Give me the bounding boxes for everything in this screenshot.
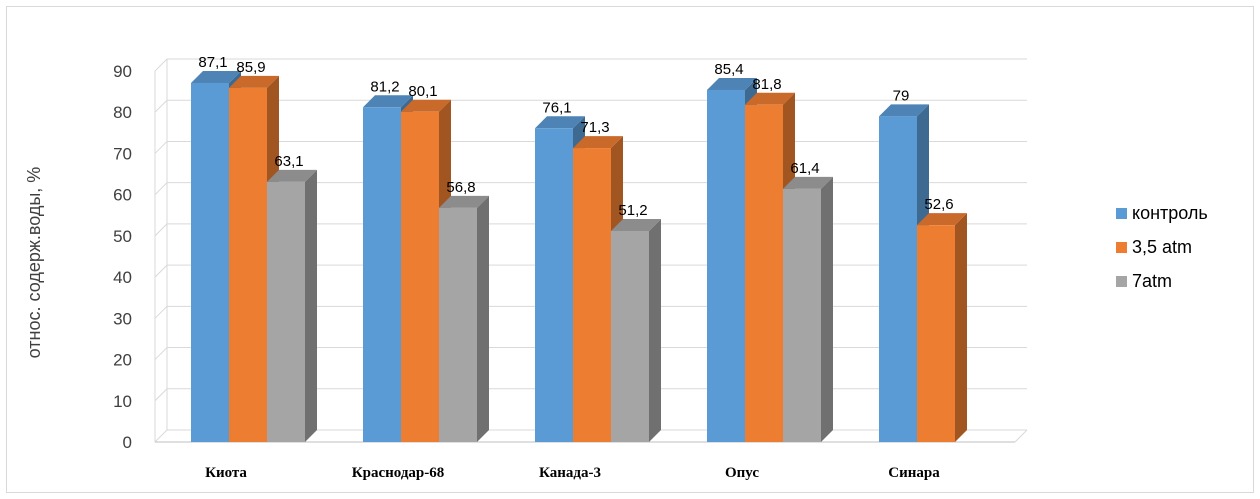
- legend-label: 3,5 atm: [1132, 236, 1193, 257]
- bar-front: [707, 89, 745, 442]
- gridline-depth: [154, 347, 168, 360]
- data-label: 87,1: [198, 54, 227, 71]
- data-label: 61,4: [790, 160, 819, 177]
- bar-front: [439, 207, 477, 442]
- bar: [439, 195, 489, 442]
- bar: [917, 213, 967, 442]
- y-axis-label: относ. содерж.воды, %: [24, 167, 44, 359]
- y-tick-label: 10: [113, 392, 132, 411]
- legend-swatch: [1116, 275, 1127, 287]
- bar-top: [363, 95, 413, 108]
- gridline-depth: [154, 182, 168, 196]
- y-tick-label: 70: [113, 144, 132, 163]
- bar-front: [611, 230, 649, 442]
- bar: [267, 169, 317, 443]
- bar-front: [745, 104, 783, 443]
- bar-top: [611, 218, 661, 231]
- bar-front: [535, 128, 573, 442]
- data-label: 85,4: [714, 61, 743, 78]
- legend-label: контроль: [1132, 202, 1208, 223]
- bar-front: [917, 225, 955, 442]
- y-tick-label: 0: [123, 433, 132, 452]
- bar-side: [649, 218, 661, 442]
- gridline-depth: [154, 99, 168, 113]
- data-label: 81,2: [370, 78, 399, 95]
- bar-side: [305, 169, 317, 443]
- data-label: 51,2: [618, 202, 647, 219]
- bar: [879, 104, 929, 442]
- gridline-depth: [154, 388, 168, 402]
- legend-swatch: [1116, 207, 1127, 219]
- bar-top: [707, 77, 757, 90]
- bar-front: [267, 181, 305, 443]
- data-label: 56,8: [446, 179, 475, 196]
- bar-front: [573, 148, 611, 442]
- x-tick-label: Синара: [888, 465, 940, 481]
- y-tick-label: 60: [113, 186, 132, 205]
- bar-front: [363, 107, 401, 442]
- legend-item: 7atm: [1116, 264, 1208, 298]
- legend: контроль 3,5 atm 7atm: [1116, 196, 1208, 298]
- bar-side: [955, 213, 967, 442]
- x-tick-label: Опус: [725, 465, 759, 481]
- data-label: 76,1: [542, 99, 571, 116]
- bar-top: [401, 99, 451, 112]
- data-label: 52,6: [924, 196, 953, 213]
- data-label: 81,8: [752, 76, 781, 93]
- bar: [783, 176, 833, 442]
- data-label: 63,1: [274, 153, 303, 170]
- gridline-depth: [154, 305, 168, 319]
- legend-label: 7atm: [1132, 270, 1173, 291]
- bar-top: [783, 176, 833, 189]
- bar-front: [879, 116, 917, 442]
- x-tick-label: Киота: [205, 465, 247, 481]
- data-label: 85,9: [236, 59, 265, 76]
- bar-top: [879, 104, 929, 117]
- legend-item: контроль: [1116, 196, 1208, 230]
- gridline-depth: [154, 429, 168, 443]
- bar-front: [229, 87, 267, 442]
- bar-top: [267, 169, 317, 182]
- floor-edge: [1014, 429, 1028, 443]
- bar-top: [745, 92, 795, 105]
- data-label: 71,3: [580, 119, 609, 136]
- bar-front: [401, 111, 439, 442]
- y-tick-label: 90: [113, 62, 132, 81]
- y-tick-label: 40: [113, 268, 132, 287]
- legend-swatch: [1116, 241, 1127, 253]
- bar: [611, 218, 661, 442]
- bar-side: [477, 195, 489, 442]
- bar-top: [439, 195, 489, 208]
- gridline-depth: [154, 141, 168, 154]
- bar-top: [535, 116, 585, 129]
- bar-top: [917, 213, 967, 226]
- bar-side: [821, 176, 833, 442]
- y-tick-label: 20: [113, 351, 132, 370]
- gridline-depth: [154, 58, 168, 72]
- legend-item: 3,5 atm: [1116, 230, 1208, 264]
- bar-top: [229, 75, 279, 88]
- data-label: 80,1: [408, 83, 437, 100]
- y-tick-label: 30: [113, 309, 132, 328]
- gridline-depth: [154, 264, 168, 278]
- bar-top: [191, 70, 241, 83]
- y-tick-label: 50: [113, 227, 132, 246]
- data-label: 79: [893, 87, 910, 104]
- bar-top: [573, 136, 623, 149]
- bar-front: [191, 82, 229, 443]
- gridline-depth: [154, 223, 168, 237]
- bar-front: [783, 188, 821, 442]
- x-tick-label: Канада-3: [539, 465, 601, 481]
- y-tick-label: 80: [113, 103, 132, 122]
- x-tick-label: Краснодар-68: [352, 465, 445, 481]
